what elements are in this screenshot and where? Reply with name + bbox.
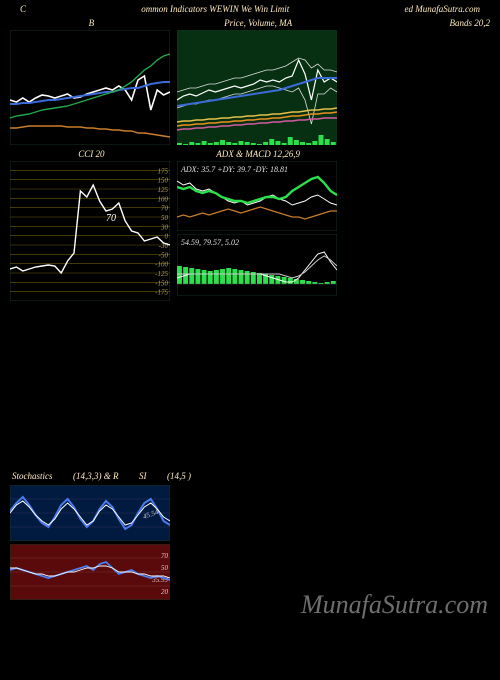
- svg-text:70: 70: [161, 205, 169, 213]
- stoch-rsi-stack: Stochastics (14,3,3) & R SI (14,5 ) 45.5…: [10, 471, 193, 600]
- stoch-title-rsi: SI: [139, 471, 147, 485]
- adx-chart: ADX: 35.7 +DY: 39.7 -DY: 18.81: [177, 161, 337, 231]
- row-3: Stochastics (14,3,3) & R SI (14,5 ) 45.5…: [0, 471, 500, 600]
- svg-text:-125: -125: [155, 270, 168, 278]
- stoch-title-center: (14,3,3) & R: [73, 471, 119, 485]
- svg-text:-50: -50: [159, 251, 169, 259]
- adx-title: ADX & MACD 12,26,9: [177, 147, 340, 161]
- price-chart: [177, 30, 337, 145]
- svg-text:70: 70: [161, 552, 169, 560]
- svg-text:100: 100: [158, 195, 169, 203]
- svg-text:ADX: 35.7 +DY: 39.7 -DY: 18.81: ADX: 35.7 +DY: 39.7 -DY: 18.81: [180, 165, 288, 174]
- svg-text:-175: -175: [155, 289, 168, 297]
- svg-text:30: 30: [160, 223, 169, 231]
- bbands-title: B: [10, 16, 173, 30]
- adx-macd-panel: ADX & MACD 12,26,9 ADX: 35.7 +DY: 39.7 -…: [177, 147, 340, 301]
- cci-panel: CCI 20 1751501251007050300-30-50-100-125…: [10, 147, 173, 301]
- header-center: ommon Indicators WEWIN We Win Limit: [141, 4, 289, 14]
- bands-label-panel: Bands 20,2: [344, 16, 490, 145]
- svg-text:-100: -100: [155, 261, 168, 269]
- spacer-right: [344, 147, 490, 301]
- svg-text:150: 150: [158, 177, 169, 185]
- svg-text:-150: -150: [155, 279, 168, 287]
- cci-chart: 1751501251007050300-30-50-100-125-150-17…: [10, 161, 170, 301]
- stoch-chart: 45.54: [10, 485, 170, 541]
- cci-title: CCI 20: [10, 147, 173, 161]
- svg-text:70: 70: [106, 213, 116, 224]
- bbands-panel: B: [10, 16, 173, 145]
- svg-text:54.59, 79.57, 5.02: 54.59, 79.57, 5.02: [181, 238, 239, 247]
- svg-text:50: 50: [161, 214, 169, 222]
- rsi-chart: 705035.9920: [10, 544, 170, 600]
- stoch-title-left: Stochastics: [12, 471, 53, 485]
- macd-chart: 54.59, 79.57, 5.02: [177, 234, 337, 296]
- page-header: C ommon Indicators WEWIN We Win Limit ed…: [0, 0, 500, 16]
- header-right: ed MunafaSutra.com: [405, 4, 481, 14]
- header-left: C: [20, 4, 26, 14]
- row-1: B Price, Volume, MA Bands 20,2: [0, 16, 500, 145]
- spacer-bottom: [197, 471, 490, 600]
- price-panel: Price, Volume, MA: [177, 16, 340, 145]
- row-2: CCI 20 1751501251007050300-30-50-100-125…: [0, 147, 500, 301]
- svg-text:125: 125: [158, 186, 169, 194]
- svg-text:175: 175: [158, 167, 169, 175]
- stoch-title: Stochastics (14,3,3) & R SI (14,5 ): [10, 471, 193, 485]
- stoch-title-right: (14,5 ): [167, 471, 191, 485]
- svg-text:0: 0: [165, 233, 169, 241]
- price-title: Price, Volume, MA: [177, 16, 340, 30]
- svg-text:50: 50: [161, 564, 169, 572]
- bbands-chart: [10, 30, 170, 145]
- bbands-title-right: Bands 20,2: [344, 16, 490, 30]
- svg-text:20: 20: [161, 588, 169, 596]
